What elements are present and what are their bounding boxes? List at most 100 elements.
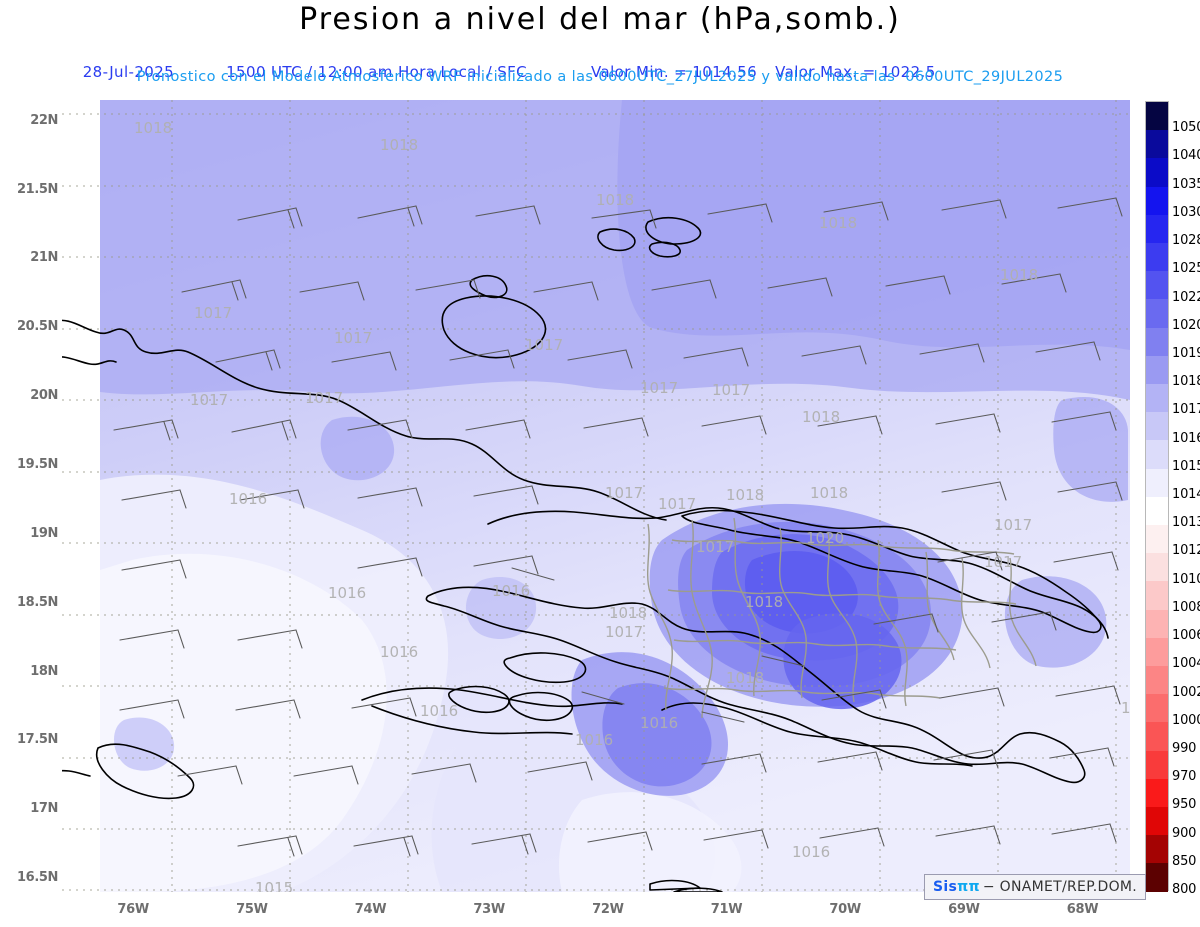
colorbar-band bbox=[1146, 694, 1168, 723]
colorbar-tick-label: 1014 bbox=[1172, 487, 1200, 502]
colorbar-band bbox=[1146, 243, 1168, 272]
y-tick-label: 16.5N bbox=[17, 870, 58, 886]
colorbar-band bbox=[1146, 750, 1168, 779]
forecast-date: 28-Jul-2025 bbox=[82, 63, 175, 81]
colorbar-band bbox=[1146, 525, 1168, 554]
contour-label: 1016 bbox=[420, 702, 458, 720]
colorbar-band bbox=[1146, 778, 1168, 808]
model-description: Pronostico con el Modelo Atmosferico WRF… bbox=[136, 69, 1064, 85]
colorbar-band bbox=[1146, 271, 1168, 300]
colorbar-tick-label: 1004 bbox=[1172, 656, 1200, 672]
contour-label: 1017 bbox=[994, 516, 1032, 534]
colorbar-tick-label: 1016 bbox=[1172, 430, 1200, 446]
org-name: ONAMET/REP.DOM. bbox=[999, 879, 1138, 895]
pressure-cell-nw bbox=[320, 416, 395, 481]
contour-label: 1018 bbox=[134, 119, 172, 137]
colorbar-tick-label: 1025 bbox=[1172, 261, 1200, 277]
organization-label: − ONAMET/REP.DOM. bbox=[983, 879, 1137, 895]
contour-label: 1018 bbox=[609, 604, 647, 622]
colorbar-band bbox=[1146, 496, 1168, 526]
colorbar-band bbox=[1146, 637, 1168, 667]
x-tick-label: 72W bbox=[592, 902, 624, 917]
contour-label: 1017 bbox=[658, 495, 696, 513]
contour-label: 1018 bbox=[745, 593, 783, 611]
y-tick-label: 22N bbox=[30, 112, 58, 128]
y-tick-label: 17N bbox=[30, 801, 58, 817]
colorbar-tick-label: 1050 bbox=[1172, 120, 1200, 136]
contour-label: 1016 bbox=[792, 843, 830, 861]
y-tick-label: 19N bbox=[30, 525, 58, 541]
colorbar-band bbox=[1146, 609, 1168, 638]
colorbar-band bbox=[1146, 102, 1168, 131]
colorbar-tick-label: 1020 bbox=[1172, 317, 1200, 333]
colorbar-tick-label: 850 bbox=[1172, 853, 1197, 869]
colorbar-band bbox=[1146, 553, 1168, 582]
pressure-core-1020 bbox=[744, 550, 858, 634]
pressure-cell-ne bbox=[1004, 576, 1107, 668]
colorbar-tick-label: 1002 bbox=[1172, 684, 1200, 700]
contour-label: 1016 bbox=[575, 731, 613, 749]
pressure-cell-e bbox=[1053, 396, 1128, 502]
contour-label: 1018 bbox=[802, 408, 840, 426]
colorbar-band bbox=[1146, 440, 1168, 469]
y-tick-label: 18.5N bbox=[17, 594, 58, 610]
contour-label: 1017 bbox=[334, 329, 372, 347]
y-tick-label: 20N bbox=[30, 388, 58, 404]
contour-label: 1018 bbox=[819, 214, 857, 232]
attribution-badge: Sis ππ − ONAMET/REP.DOM. bbox=[924, 874, 1147, 900]
forecast-time: 1500 UTC / 12:00 am Hora Local / SFC bbox=[226, 63, 528, 81]
contour-label: 1018 bbox=[726, 669, 764, 687]
province-boundaries bbox=[647, 517, 1037, 719]
colorbar-tick-label: 1035 bbox=[1172, 176, 1200, 192]
dash-separator: − bbox=[982, 879, 995, 895]
value-min: Valor Min. = 1014.56 bbox=[591, 63, 758, 81]
contour-label: 1017 bbox=[305, 389, 343, 407]
colorbar-tick-label: 800 bbox=[1172, 882, 1197, 897]
colorbar-band bbox=[1146, 299, 1168, 328]
colorbar-band bbox=[1146, 130, 1168, 159]
colorbar-tick-label: 1017 bbox=[1172, 402, 1200, 418]
header-info-line: 28-Jul-2025 1500 UTC / 12:00 am Hora Loca… bbox=[0, 45, 1200, 99]
wind-barbs bbox=[113, 197, 1123, 857]
colorbar-tick-label: 1040 bbox=[1172, 148, 1200, 164]
contour-label: 1017 bbox=[190, 391, 228, 409]
colorbar-tick-label: 970 bbox=[1172, 769, 1197, 785]
x-axis: 76W 75W 74W 73W 72W 71W 70W 69W 68W bbox=[62, 898, 1130, 922]
pressure-ridge-core bbox=[602, 683, 712, 787]
contour-label: 1018 bbox=[1000, 266, 1038, 284]
colorbar bbox=[1145, 101, 1169, 892]
colorbar-band bbox=[1146, 384, 1168, 413]
y-tick-label: 21.5N bbox=[17, 181, 58, 197]
colorbar-tick-label: 1010 bbox=[1172, 571, 1200, 587]
pressure-core-lobe bbox=[783, 613, 902, 710]
colorbar-band bbox=[1146, 355, 1168, 385]
pressure-band-south-light bbox=[558, 792, 742, 892]
map-plot-area[interactable]: 1018 1018 1018 1018 1018 1017 1017 1017 1017 1017… bbox=[62, 100, 1130, 892]
contour-label: 1017 bbox=[696, 538, 734, 556]
colorbar-tick-label: 1018 bbox=[1172, 374, 1200, 390]
colorbar-band bbox=[1146, 722, 1168, 751]
colorbar-tick-label: 990 bbox=[1172, 740, 1197, 756]
contour-label: 1016 bbox=[328, 584, 366, 602]
contour-label: 1016 bbox=[380, 643, 418, 661]
contour-label: 1017 bbox=[605, 484, 643, 502]
y-tick-label: 19.5N bbox=[17, 457, 58, 472]
contour-label: 1017 bbox=[605, 623, 643, 641]
colorbar-tick-label: 1015 bbox=[1172, 458, 1200, 474]
colorbar-tick-label: 1019 bbox=[1172, 345, 1200, 361]
colorbar-tick-label: 1022 bbox=[1172, 289, 1200, 305]
contour-label: 1018 bbox=[810, 484, 848, 502]
colorbar-band bbox=[1146, 327, 1168, 356]
colorbar-band bbox=[1146, 666, 1168, 695]
colorbar-tick-label: 1006 bbox=[1172, 628, 1200, 644]
colorbar-band bbox=[1146, 807, 1168, 836]
contour-label: 1017 bbox=[984, 553, 1022, 571]
y-tick-label: 21N bbox=[30, 250, 58, 266]
colorbar-tick-label: 1000 bbox=[1172, 712, 1200, 728]
colorbar-band bbox=[1146, 581, 1168, 610]
colorbar-tick-label: 1012 bbox=[1172, 543, 1200, 559]
y-axis: 22N 21.5N 21N 20.5N 20N 19.5N 19N 18.5N 18N 17.5N… bbox=[0, 100, 62, 892]
colorbar-labels: 1050 1040 1035 1030 1028 1025 1022 1020 1019 1018… bbox=[1172, 101, 1200, 897]
